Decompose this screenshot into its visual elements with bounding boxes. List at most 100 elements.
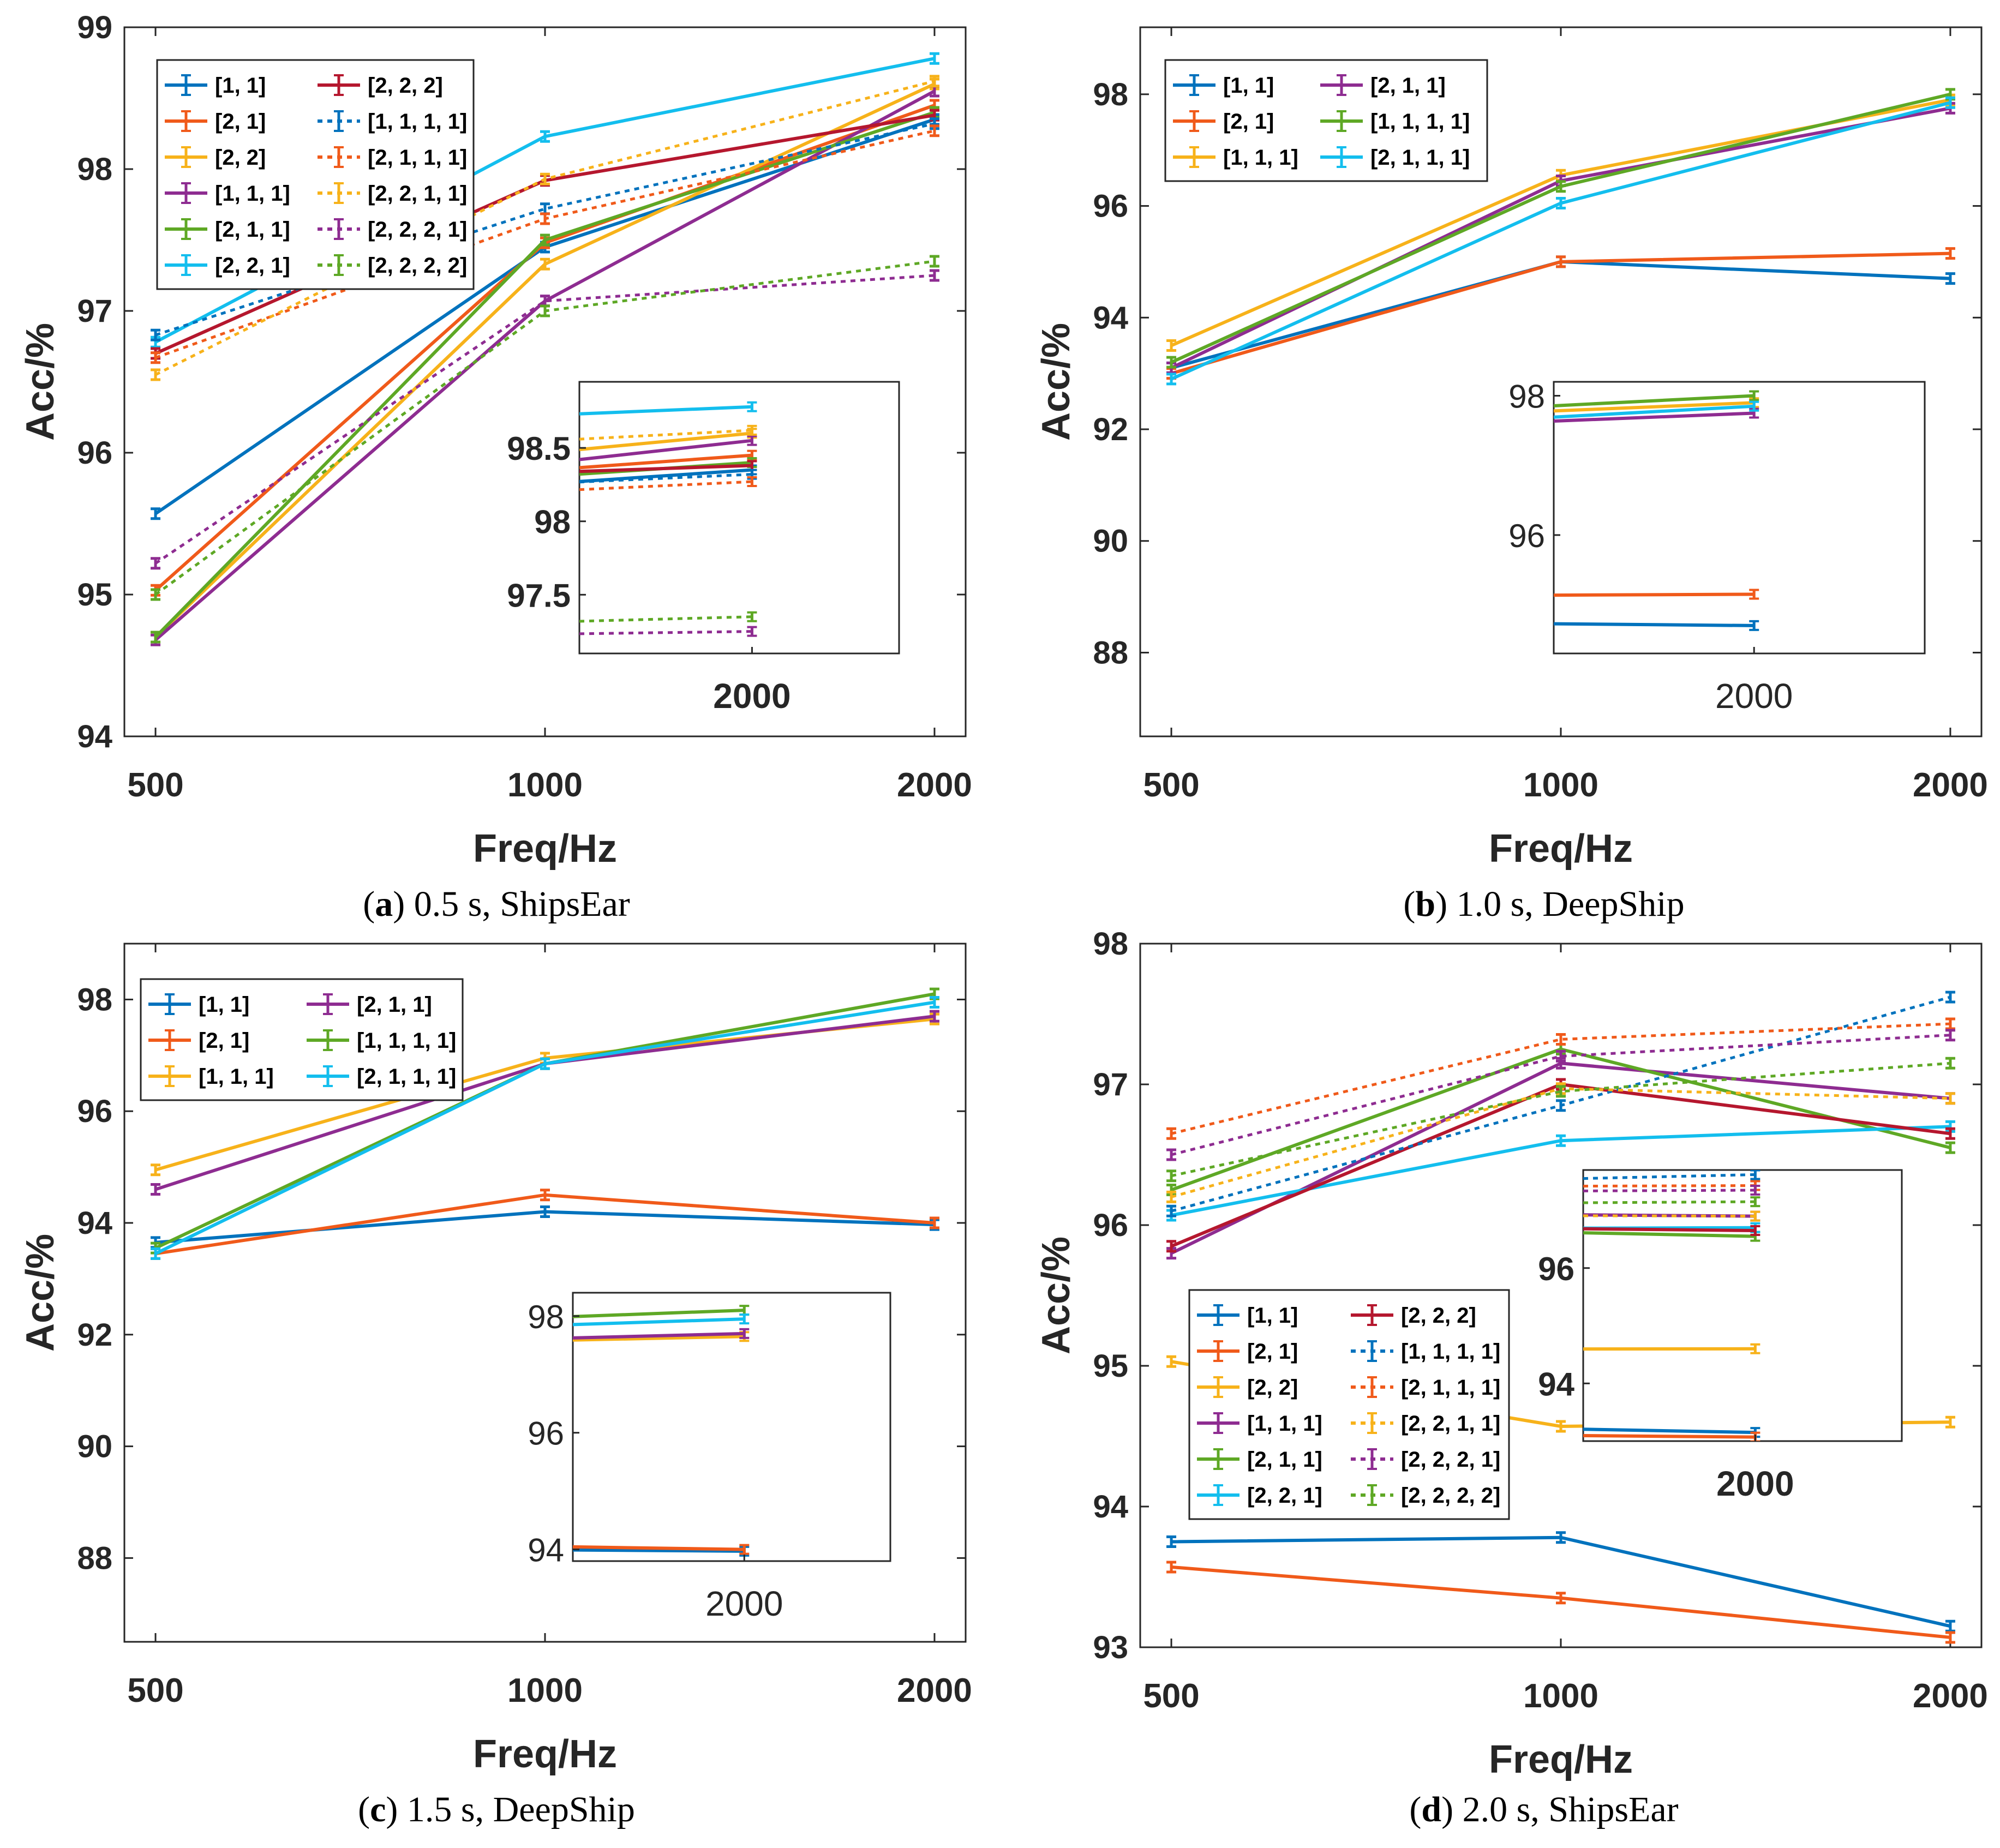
x-tick-label: 500 xyxy=(1143,766,1199,804)
error-bar xyxy=(1556,1531,1566,1544)
error-bar xyxy=(1166,1204,1177,1217)
y-tick-label: 94 xyxy=(77,719,112,754)
error-bar xyxy=(151,368,161,381)
series-line-0 xyxy=(1171,260,1951,370)
legend-item: [1, 1, 1, 1] xyxy=(1320,110,1470,134)
inset-series-line-2 xyxy=(1554,401,1755,413)
error-bar xyxy=(929,75,939,88)
x-axis-label: Freq/Hz xyxy=(473,827,617,871)
error-bar xyxy=(1166,1127,1177,1140)
y-tick-label: 88 xyxy=(1093,635,1128,670)
legend-item: [2, 1, 1] xyxy=(1197,1448,1322,1472)
legend-label: [1, 1] xyxy=(1247,1304,1298,1328)
legend-item: [2, 2] xyxy=(165,146,266,170)
legend-label: [2, 2, 2] xyxy=(368,74,443,98)
legend-label: [1, 1] xyxy=(215,74,266,98)
inset-series-line-0 xyxy=(573,1548,745,1553)
legend-item: [2, 1] xyxy=(1197,1340,1298,1364)
error-bar xyxy=(1556,255,1566,268)
error-bar xyxy=(929,1216,939,1229)
legend-label: [2, 1] xyxy=(215,110,266,134)
error-bar xyxy=(1166,1169,1177,1183)
error-bar xyxy=(1166,356,1177,369)
legend: [1, 1] [2, 1] [1, 1, 1] [2, 1, 1] [1, 1, 1, … xyxy=(1164,59,1488,182)
y-tick-label: 97 xyxy=(77,293,112,329)
y-tick-label: 99 xyxy=(77,10,112,45)
error-bar xyxy=(151,1247,161,1260)
error-bar xyxy=(929,996,939,1009)
series-line-0 xyxy=(1171,1535,1951,1628)
y-tick-label: 95 xyxy=(1093,1348,1128,1384)
legend-label: [2, 1, 1, 1] xyxy=(1401,1376,1500,1400)
legend-label: [2, 1, 1] xyxy=(357,993,432,1017)
legend-label: [2, 2, 2, 2] xyxy=(368,254,467,278)
legend-item: [1, 1, 1, 1] xyxy=(307,1029,456,1053)
legend-label: [1, 1, 1] xyxy=(1223,146,1298,170)
x-tick-label: 2000 xyxy=(897,1672,972,1709)
legend-item: [1, 1, 1] xyxy=(1197,1412,1322,1436)
inset-series-line-3 xyxy=(579,439,752,461)
error-bar xyxy=(1166,1240,1177,1253)
error-bar xyxy=(540,212,550,225)
x-tick-label: 2000 xyxy=(897,766,972,804)
inset-series-line-3 xyxy=(573,1331,745,1340)
legend-item: [1, 1, 1] xyxy=(165,182,290,206)
legend-item: [2, 2] xyxy=(1197,1376,1298,1400)
legend-item: [2, 2, 2] xyxy=(1351,1304,1476,1328)
y-tick-label: 94 xyxy=(1093,300,1128,335)
error-bar xyxy=(540,1057,550,1070)
inset-x-tick-label: 2000 xyxy=(1715,676,1793,716)
error-bar xyxy=(151,328,161,341)
error-bar xyxy=(1556,1033,1566,1046)
y-tick-label: 96 xyxy=(77,435,112,471)
y-tick-label: 96 xyxy=(77,1094,112,1129)
error-bar xyxy=(1945,272,1955,285)
inset-series-line-4 xyxy=(1583,1231,1756,1238)
legend-item: [2, 2, 2, 1] xyxy=(318,218,467,242)
error-bar xyxy=(151,588,161,601)
error-bar xyxy=(1556,180,1566,193)
legend-item: [2, 2, 2, 2] xyxy=(318,254,467,278)
legend-item: [2, 2, 2, 1] xyxy=(1351,1448,1500,1472)
legend-item: [1, 1] xyxy=(165,74,266,98)
inset-y-tick-label: 97.5 xyxy=(507,577,571,614)
error-bar xyxy=(1945,1029,1955,1042)
legend-label: [2, 2, 2, 1] xyxy=(368,218,467,242)
legend-label: [2, 2, 1, 1] xyxy=(368,182,467,206)
panel-caption: (c) 1.5 s, DeepShip xyxy=(358,1790,635,1829)
legend-label: [1, 1] xyxy=(199,993,249,1017)
legend-item: [2, 1, 1, 1] xyxy=(307,1065,456,1089)
inset-series-line-1 xyxy=(579,453,752,470)
legend: [1, 1] [2, 1] [1, 1, 1] [2, 1, 1] [1, 1, 1, … xyxy=(140,978,464,1101)
inset-series-line-2 xyxy=(573,1335,745,1342)
error-bar xyxy=(1556,1099,1566,1112)
caption-letter: b xyxy=(1415,884,1436,924)
legend-label: [1, 1, 1, 1] xyxy=(368,110,467,134)
error-bar xyxy=(151,507,161,520)
caption-text: ) 2.0 s, ShipsEar xyxy=(1441,1790,1679,1829)
legend-label: [2, 1, 1] xyxy=(1370,74,1446,98)
y-tick-label: 98 xyxy=(77,152,112,187)
legend-item: [2, 1, 1, 1] xyxy=(1351,1376,1500,1400)
error-bar xyxy=(929,1010,939,1023)
series-group xyxy=(1166,88,1955,386)
legend-item: [2, 1] xyxy=(148,1029,249,1053)
inset-series-line-3 xyxy=(1554,411,1755,423)
y-tick-label: 96 xyxy=(1093,1208,1128,1243)
error-bar xyxy=(151,1183,161,1196)
x-tick-label: 2000 xyxy=(1913,766,1988,804)
error-bar xyxy=(540,130,550,143)
x-tick-label: 2000 xyxy=(1913,1677,1988,1715)
y-axis-label: Acc/% xyxy=(1034,1237,1078,1354)
error-bar xyxy=(1945,1619,1955,1633)
inset-y-tick-label: 94 xyxy=(1538,1366,1574,1402)
error-bar xyxy=(1945,1092,1955,1105)
inset-series-line-1 xyxy=(573,1545,745,1551)
error-bar xyxy=(151,1163,161,1177)
error-bar xyxy=(1945,1057,1955,1070)
panel-caption: (a) 0.5 s, ShipsEar xyxy=(363,884,630,924)
error-bar xyxy=(1556,1049,1566,1063)
y-axis-label: Acc/% xyxy=(19,1234,62,1352)
inset-y-tick-label: 98 xyxy=(1508,379,1545,415)
